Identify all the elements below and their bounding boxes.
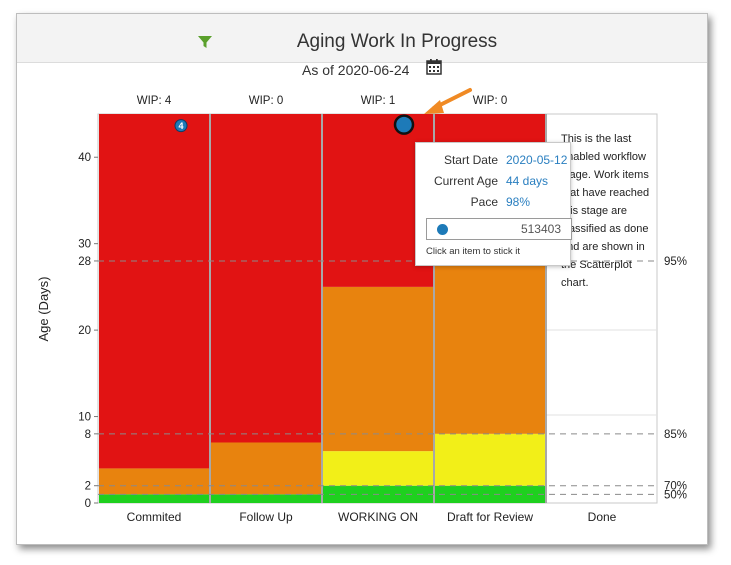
work-item-point-0[interactable] <box>174 119 188 133</box>
percentile-label-3: 50% <box>664 489 687 501</box>
as-of-date: As of 2020-06-24 <box>302 62 410 78</box>
y-tick-label-5: 28 <box>78 256 91 268</box>
wip-label-2: WIP: 1 <box>361 95 396 107</box>
percentile-label-2: 70% <box>664 481 687 493</box>
wip-label-3: WIP: 0 <box>473 95 508 107</box>
band-green-1 <box>211 494 321 503</box>
percentile-label-1: 85% <box>664 429 687 441</box>
calendar-icon[interactable] <box>425 58 443 76</box>
band-red-0 <box>99 114 209 469</box>
y-tick-label-0: 0 <box>85 498 91 510</box>
work-item-dot-icon <box>437 224 448 235</box>
item-tooltip[interactable]: Start Date 2020-05-12 Current Age 44 day… <box>415 142 572 266</box>
band-yellow-3 <box>435 433 545 486</box>
work-item-id: 513403 <box>520 222 561 236</box>
chart-title: Aging Work In Progress <box>296 31 498 52</box>
start-date-label: Start Date <box>443 153 498 167</box>
band-green-0 <box>99 494 209 503</box>
work-item-point-1[interactable] <box>393 114 415 135</box>
work-item-row[interactable]: 513403 <box>426 218 572 240</box>
y-tick-label-7: 40 <box>78 152 91 164</box>
band-red-1 <box>211 114 321 443</box>
category-label-4: Done <box>588 510 617 524</box>
work-item-count-0: 4 <box>178 121 183 131</box>
y-tick-label-2: 8 <box>85 429 91 441</box>
y-tick-label-6: 30 <box>78 239 91 251</box>
annotation-arrow-head <box>424 100 444 114</box>
category-label-1: Follow Up <box>239 510 293 524</box>
filter-icon[interactable] <box>197 34 213 50</box>
band-orange-3 <box>435 260 545 434</box>
wip-label-0: WIP: 4 <box>137 95 172 107</box>
band-green-3 <box>435 485 545 503</box>
category-label-3: Draft for Review <box>447 510 533 524</box>
category-label-0: Commited <box>127 510 182 524</box>
band-orange-2 <box>323 286 433 452</box>
done-column-note: This is the last enabled workflow stage.… <box>561 133 650 289</box>
band-orange-0 <box>99 468 209 495</box>
band-orange-1 <box>211 442 321 495</box>
y-tick-label-3: 10 <box>78 412 91 424</box>
current-age-value: 44 days <box>506 174 549 188</box>
tooltip-hint: Click an item to stick it <box>426 246 520 257</box>
y-axis-label: Age (Days) <box>36 276 51 341</box>
band-red-2 <box>323 114 433 287</box>
y-tick-label-1: 2 <box>85 481 91 493</box>
card-header: Aging Work In Progress <box>17 14 707 63</box>
category-label-2: WORKING ON <box>338 510 418 524</box>
y-tick-label-4: 20 <box>78 325 91 337</box>
current-age-label: Current Age <box>433 174 498 188</box>
pace-label: Pace <box>470 195 498 209</box>
wip-label-1: WIP: 0 <box>249 95 284 107</box>
percentile-label-0: 95% <box>664 256 687 268</box>
band-yellow-2 <box>323 451 433 486</box>
start-date-value: 2020-05-12 <box>506 153 568 167</box>
pace-value: 98% <box>506 195 531 209</box>
